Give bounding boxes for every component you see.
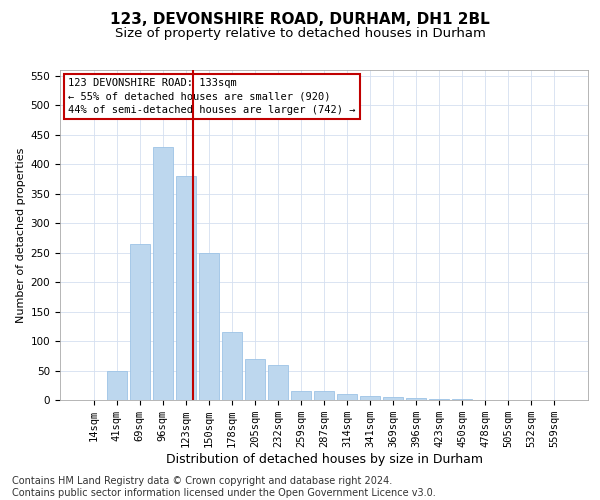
- Bar: [245, 359, 265, 400]
- Text: 123 DEVONSHIRE ROAD: 133sqm
← 55% of detached houses are smaller (920)
44% of se: 123 DEVONSHIRE ROAD: 133sqm ← 55% of det…: [68, 78, 355, 114]
- Bar: [222, 332, 242, 400]
- Bar: [406, 398, 426, 400]
- Bar: [176, 176, 196, 400]
- Bar: [360, 396, 380, 400]
- Bar: [430, 399, 449, 400]
- Bar: [107, 370, 127, 400]
- X-axis label: Distribution of detached houses by size in Durham: Distribution of detached houses by size …: [166, 453, 482, 466]
- Bar: [268, 364, 288, 400]
- Text: 123, DEVONSHIRE ROAD, DURHAM, DH1 2BL: 123, DEVONSHIRE ROAD, DURHAM, DH1 2BL: [110, 12, 490, 28]
- Text: Contains HM Land Registry data © Crown copyright and database right 2024.
Contai: Contains HM Land Registry data © Crown c…: [12, 476, 436, 498]
- Y-axis label: Number of detached properties: Number of detached properties: [16, 148, 26, 322]
- Bar: [383, 397, 403, 400]
- Bar: [291, 391, 311, 400]
- Bar: [130, 244, 149, 400]
- Bar: [337, 394, 357, 400]
- Bar: [153, 146, 173, 400]
- Text: Size of property relative to detached houses in Durham: Size of property relative to detached ho…: [115, 28, 485, 40]
- Bar: [199, 252, 218, 400]
- Bar: [314, 391, 334, 400]
